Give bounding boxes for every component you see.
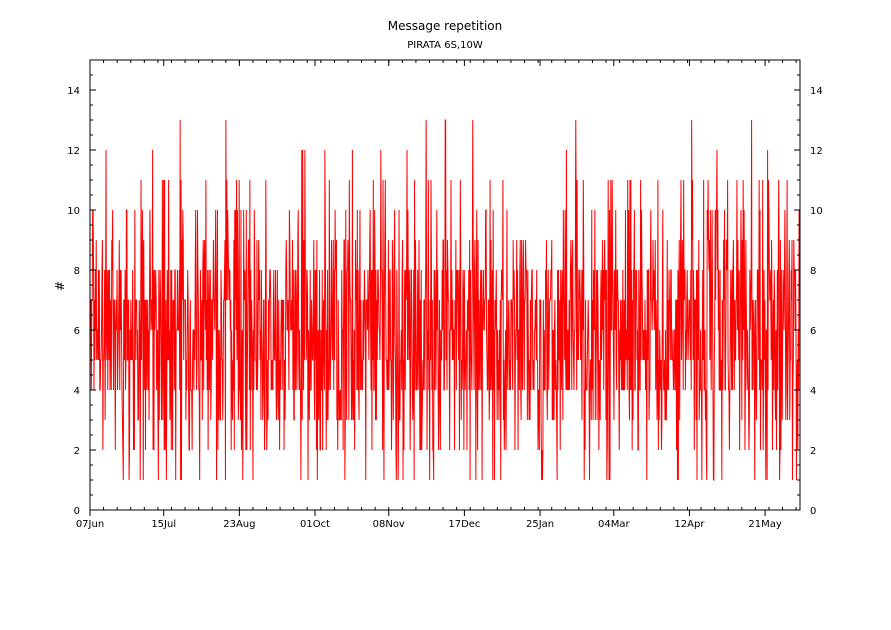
y-tick-label-right: 2 — [810, 446, 816, 457]
x-tick-label: 21May — [748, 519, 781, 530]
y-tick-label-right: 12 — [810, 146, 823, 157]
chart-title: Message repetition — [388, 19, 503, 33]
y-tick-label-left: 2 — [74, 446, 80, 457]
y-tick-label-left: 14 — [67, 86, 80, 97]
y-tick-label-left: 6 — [74, 326, 80, 337]
x-tick-label: 04Mar — [598, 519, 630, 530]
y-tick-label-right: 8 — [810, 266, 816, 277]
y-tick-label-left: 10 — [67, 206, 80, 217]
y-tick-label-left: 8 — [74, 266, 80, 277]
x-tick-label: 23Aug — [223, 519, 255, 530]
y-tick-label-right: 14 — [810, 86, 823, 97]
x-tick-label: 08Nov — [373, 519, 405, 530]
x-tick-label: 15Jul — [151, 519, 176, 530]
x-tick-label: 25Jan — [526, 519, 554, 530]
x-tick-label: 07Jun — [76, 519, 104, 530]
chart-subtitle: PIRATA 6S,10W — [407, 40, 483, 51]
y-tick-label-left: 12 — [67, 146, 80, 157]
y-tick-label-left: 0 — [74, 506, 80, 517]
x-tick-label: 17Dec — [448, 519, 480, 530]
series-layer — [90, 119, 801, 481]
y-axis-label: # — [53, 281, 67, 291]
y-tick-label-right: 10 — [810, 206, 823, 217]
series-line — [90, 119, 801, 481]
y-tick-label-right: 0 — [810, 506, 816, 517]
axes-layer: 0 0 2 2 4 4 6 6 8 8 10 10 12 12 14 14 07Jun 15Jul 23Aug 01O… — [67, 59, 823, 530]
y-tick-label-right: 4 — [810, 386, 816, 397]
x-tick-label: 01Oct — [300, 519, 330, 530]
y-tick-label-left: 4 — [74, 386, 80, 397]
x-tick-label: 12Apr — [674, 519, 705, 530]
y-tick-label-right: 6 — [810, 326, 816, 337]
